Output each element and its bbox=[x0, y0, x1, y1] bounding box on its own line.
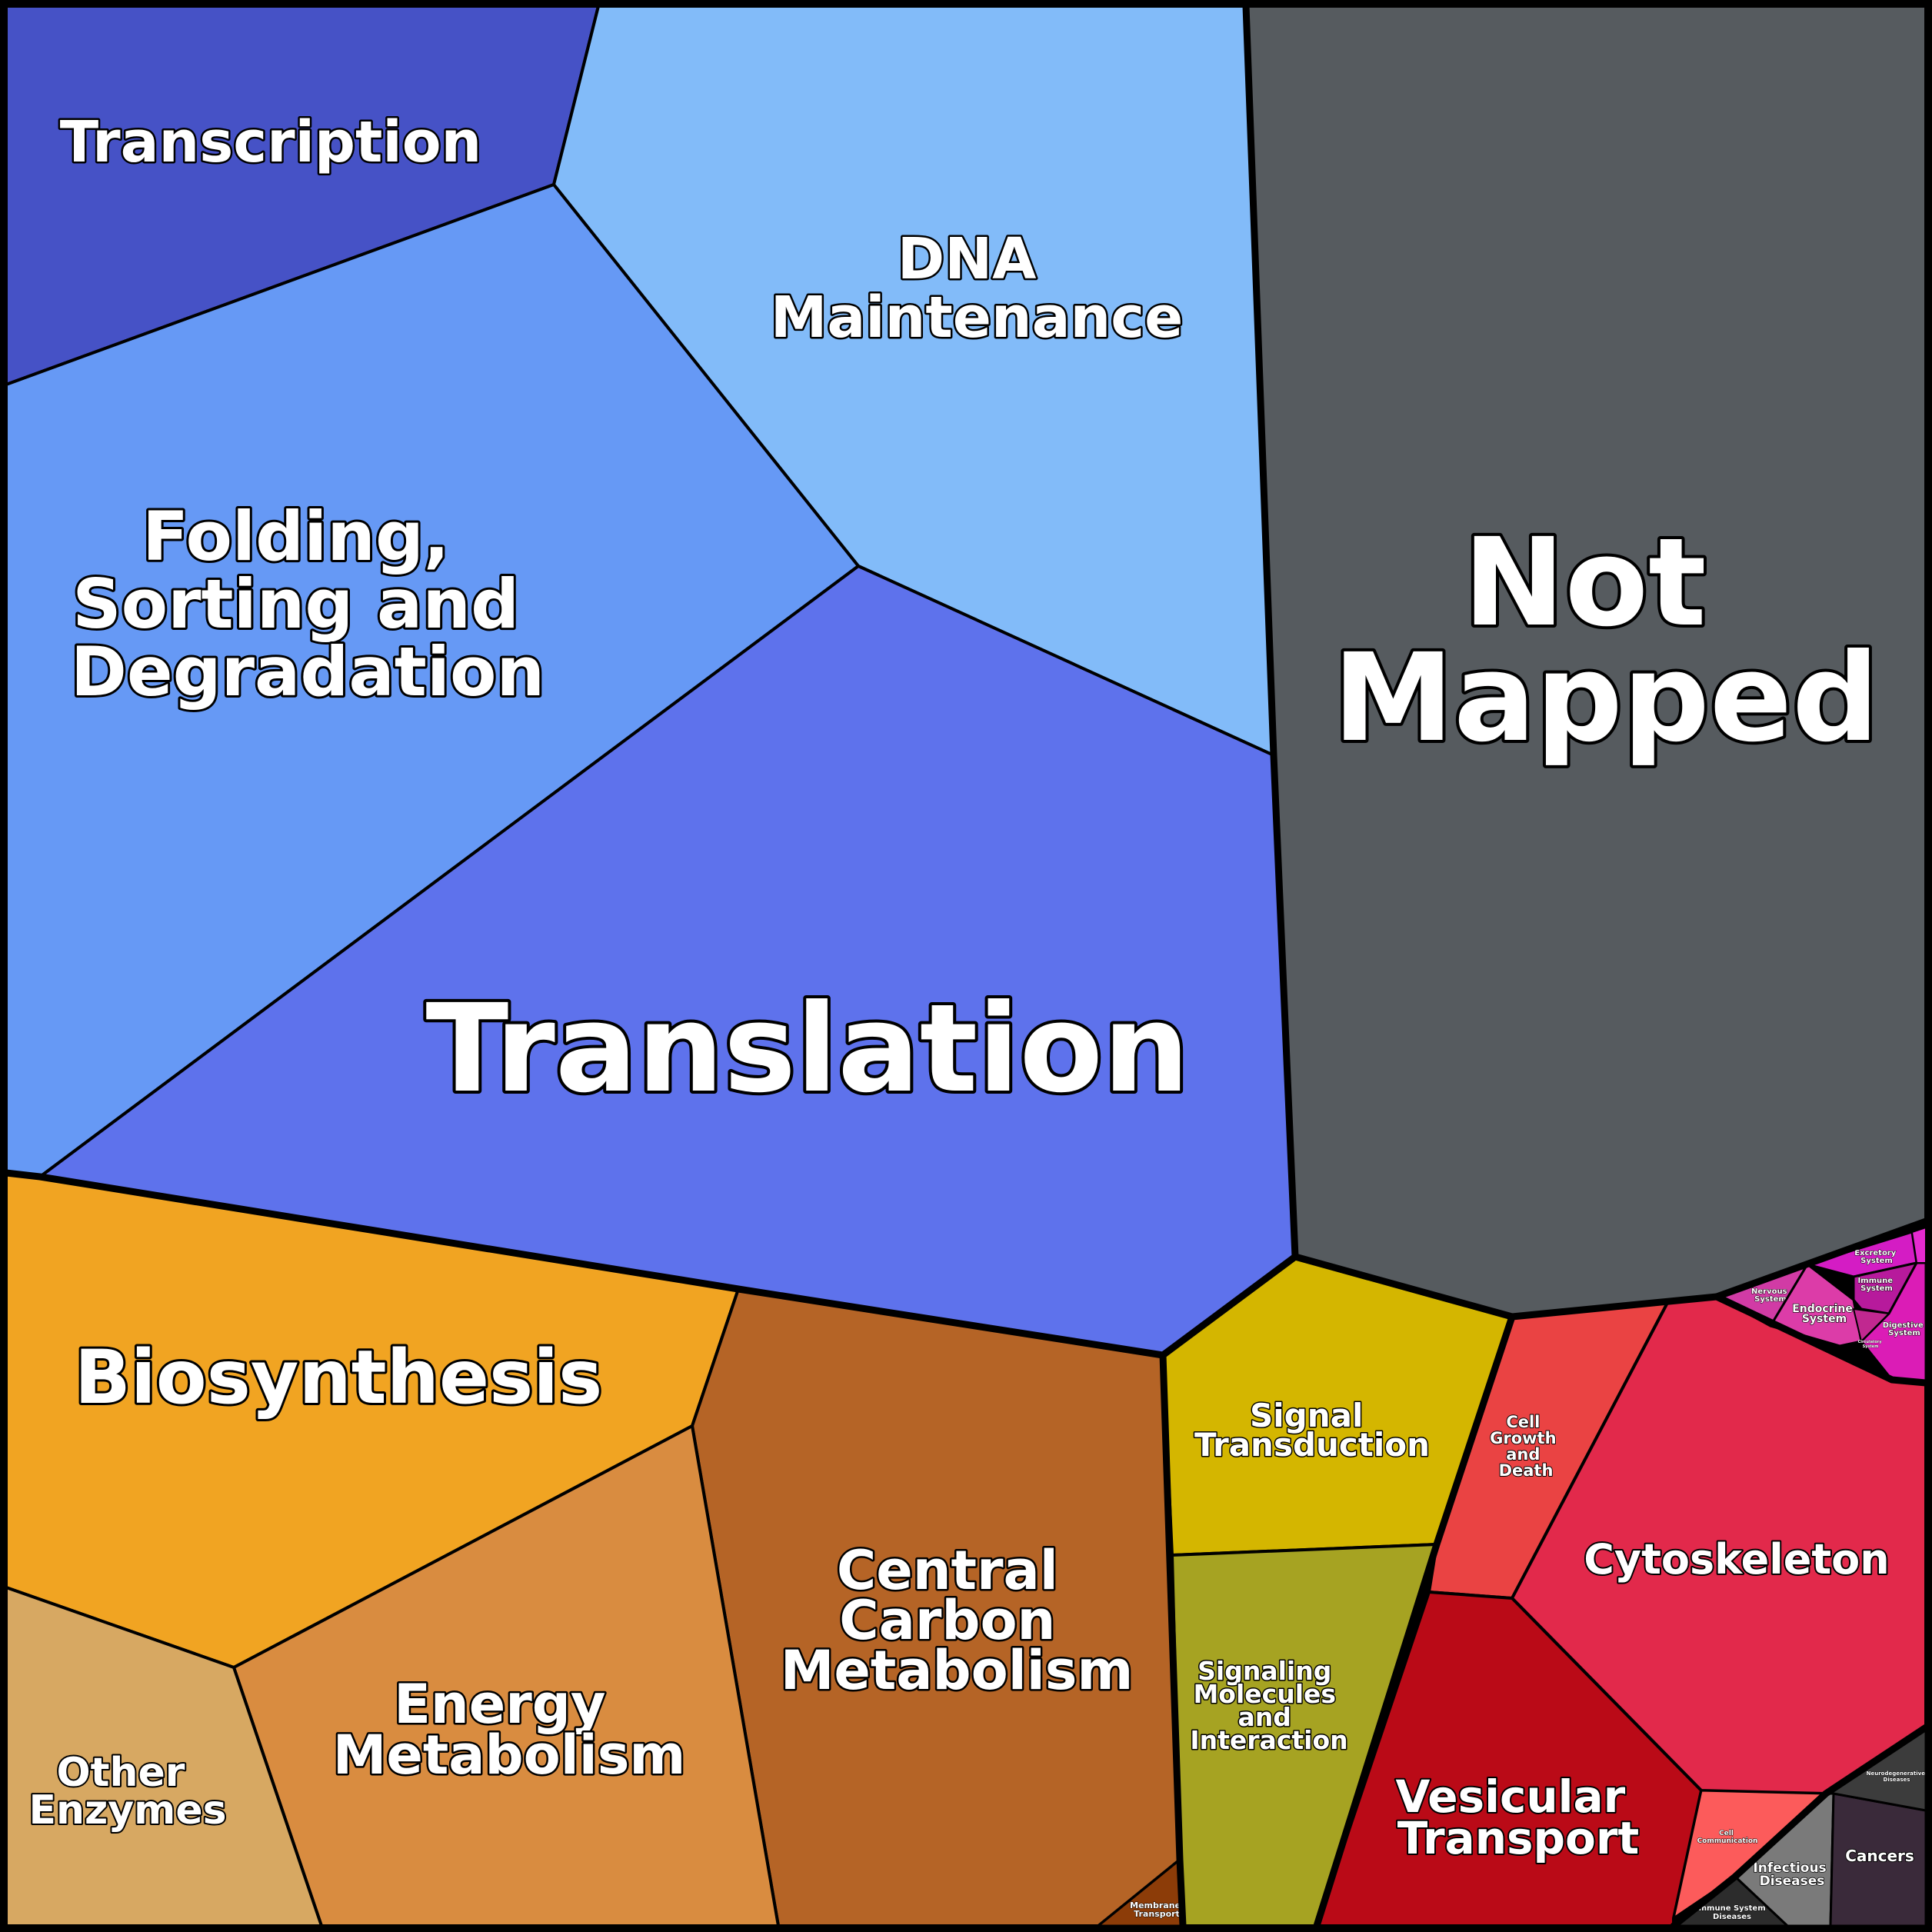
label-excretory: Excretory System bbox=[1854, 1249, 1899, 1265]
label-folding: Folding, Sorting and Degradation bbox=[71, 497, 545, 711]
label-neurodegenerative: Neurodegenerative Diseases bbox=[1867, 1770, 1927, 1783]
cell-circulatory-system[interactable]: Circulatory System bbox=[1853, 1308, 1890, 1349]
cell-cancers[interactable]: Cancers bbox=[1829, 1792, 1927, 1927]
cell-excretory-system[interactable]: Excretory System bbox=[1806, 1231, 1918, 1278]
label-energy: Energy Metabolism bbox=[333, 1673, 686, 1787]
cell-infectious-diseases[interactable]: Infectious Diseases bbox=[1734, 1792, 1835, 1927]
border-genetic-metabolism bbox=[2, 1169, 1299, 1359]
label-transcription: Transcription bbox=[60, 109, 481, 175]
label-not-mapped: Not Mapped bbox=[1333, 512, 1879, 769]
cell-endocrine-system[interactable]: Endocrine System bbox=[1769, 1263, 1863, 1347]
cell-energy-metabolism[interactable]: Energy Metabolism bbox=[232, 1424, 780, 1927]
border-environmental-cellular bbox=[1313, 1313, 1516, 1930]
label-cell-growth: Cell Growth and Death bbox=[1490, 1413, 1562, 1480]
cell-cell-communication[interactable]: Cell Communication bbox=[1672, 1789, 1827, 1920]
label-cell-communication: Cell Communication bbox=[1697, 1830, 1758, 1845]
cell-immune-system[interactable]: Immune System bbox=[1852, 1261, 1918, 1315]
region-circulatory bbox=[1853, 1308, 1890, 1342]
cell-biosynthesis[interactable]: Biosynthesis bbox=[5, 1171, 740, 1669]
border-cellular-diseases bbox=[1670, 1724, 1930, 1930]
border-cellular-organismal bbox=[1713, 1293, 1930, 1387]
label-vesicular: Vesicular Transport bbox=[1396, 1770, 1641, 1864]
label-other-enzymes: Other Enzymes bbox=[28, 1750, 226, 1834]
cell-membrane-transport[interactable]: Membrane Transport bbox=[1097, 1858, 1184, 1927]
border-metabolism-environmental bbox=[1159, 1351, 1187, 1930]
cell-dna-maintenance[interactable]: DNA Maintenance bbox=[552, 5, 1275, 757]
label-circulatory: Circulatory System bbox=[1858, 1340, 1884, 1349]
label-endocrine: Endocrine System bbox=[1792, 1303, 1857, 1325]
label-central-carbon: Central Carbon Metabolism bbox=[781, 1539, 1134, 1702]
label-dna-maintenance: DNA Maintenance bbox=[771, 226, 1184, 351]
label-nervous: Nervous System bbox=[1751, 1287, 1790, 1304]
label-signaling-molecules: Signaling Molecules and Interaction bbox=[1190, 1656, 1347, 1755]
cell-translation[interactable]: Translation bbox=[38, 565, 1297, 1357]
label-biosynthesis: Biosynthesis bbox=[75, 1334, 603, 1421]
border-not-mapped-bottom bbox=[1291, 1217, 1930, 1321]
cell-central-carbon-metabolism[interactable]: Central Carbon Metabolism bbox=[691, 1287, 1181, 1927]
label-immune-diseases: Immune System Diseases bbox=[1696, 1904, 1768, 1921]
label-membrane-transport: Membrane Transport bbox=[1130, 1900, 1184, 1919]
label-signal-transduction: Signal Transduction bbox=[1194, 1397, 1430, 1464]
label-cytoskeleton: Cytoskeleton bbox=[1584, 1535, 1889, 1584]
border-not-mapped-left bbox=[1242, 2, 1299, 1261]
cell-other-enzymes[interactable]: Other Enzymes bbox=[5, 1586, 323, 1927]
cell-not-mapped[interactable]: Not Mapped bbox=[1244, 5, 1927, 1318]
label-infectious: Infectious Diseases bbox=[1753, 1860, 1830, 1889]
label-translation: Translation bbox=[426, 978, 1190, 1120]
label-cancers: Cancers bbox=[1845, 1847, 1914, 1865]
cell-folding-sorting-degradation[interactable]: Folding, Sorting and Degradation bbox=[5, 183, 860, 1178]
label-immune-system: Immune System bbox=[1857, 1277, 1895, 1293]
region-endocrine bbox=[1769, 1263, 1863, 1347]
label-digestive: Digestive System bbox=[1883, 1321, 1927, 1337]
